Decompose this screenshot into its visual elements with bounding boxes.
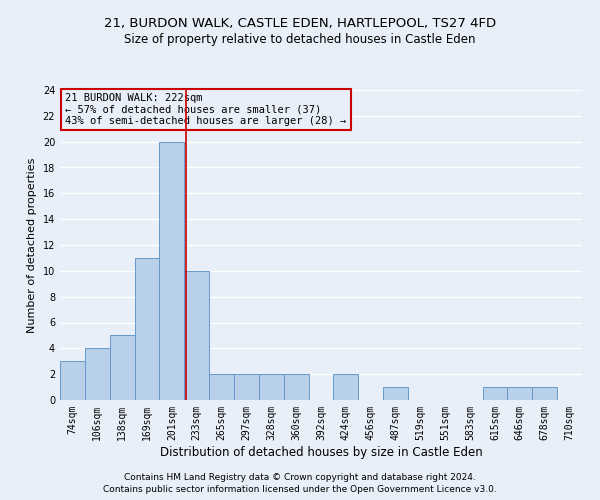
Bar (532, 387, 557, 400)
Bar (383, 387, 408, 400)
Bar (234, 374, 259, 400)
X-axis label: Distribution of detached houses by size in Castle Eden: Distribution of detached houses by size … (160, 446, 482, 458)
Bar (209, 374, 234, 400)
Text: Contains HM Land Registry data © Crown copyright and database right 2024.: Contains HM Land Registry data © Crown c… (124, 472, 476, 482)
Bar (110, 336, 134, 400)
Bar (184, 271, 209, 400)
Text: Size of property relative to detached houses in Castle Eden: Size of property relative to detached ho… (124, 32, 476, 46)
Text: 21, BURDON WALK, CASTLE EDEN, HARTLEPOOL, TS27 4FD: 21, BURDON WALK, CASTLE EDEN, HARTLEPOOL… (104, 18, 496, 30)
Y-axis label: Number of detached properties: Number of detached properties (27, 158, 37, 332)
Bar (482, 387, 508, 400)
Bar (134, 258, 160, 400)
Bar (508, 387, 532, 400)
Bar (334, 374, 358, 400)
Bar (259, 374, 284, 400)
Bar (85, 348, 110, 400)
Text: 21 BURDON WALK: 222sqm
← 57% of detached houses are smaller (37)
43% of semi-det: 21 BURDON WALK: 222sqm ← 57% of detached… (65, 93, 346, 126)
Bar (284, 374, 308, 400)
Bar (60, 361, 85, 400)
Text: Contains public sector information licensed under the Open Government Licence v3: Contains public sector information licen… (103, 485, 497, 494)
Bar (160, 142, 184, 400)
